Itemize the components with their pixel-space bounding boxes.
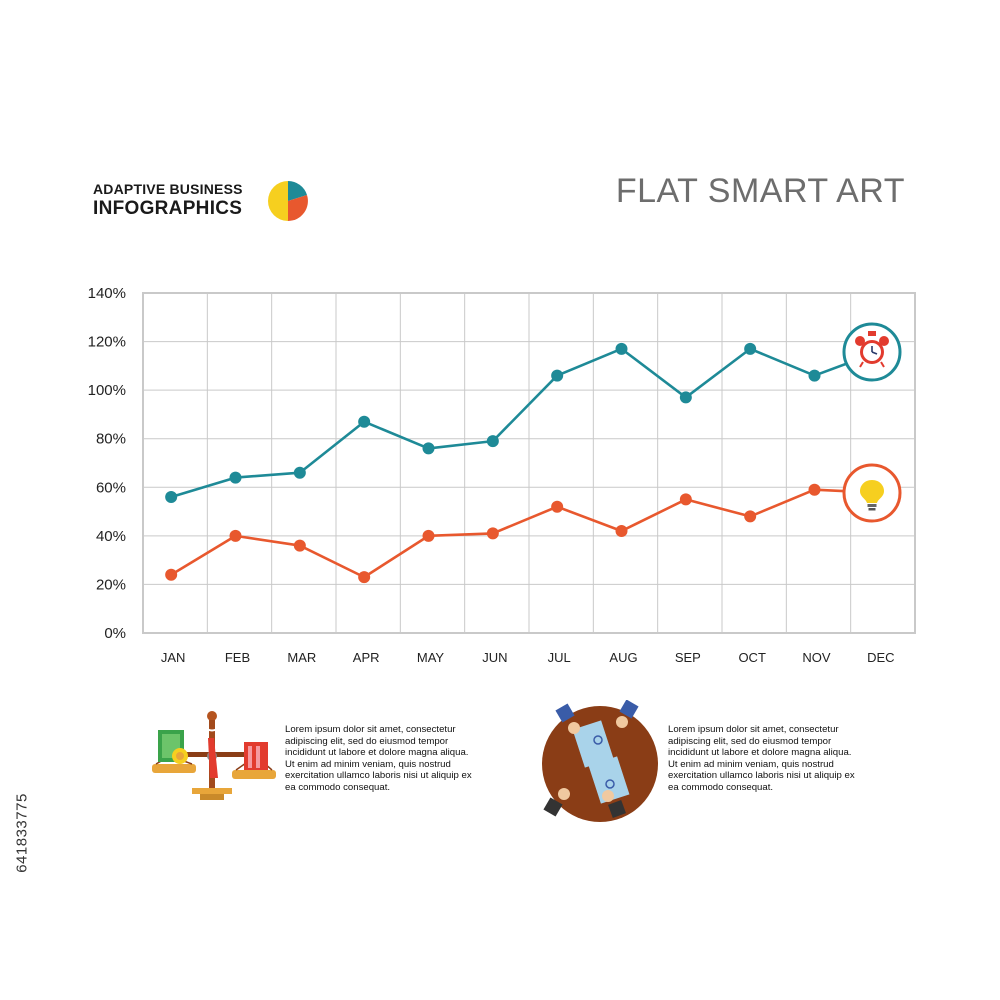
- y-axis-ticks: 0% 20% 40% 60% 80% 100% 120% 140%: [88, 285, 126, 642]
- y-tick-label: 20%: [96, 576, 126, 593]
- alarm-clock-icon: [842, 322, 902, 382]
- business-meeting-icon: [542, 700, 658, 822]
- data-point: [229, 471, 242, 484]
- y-tick-label: 140%: [88, 285, 126, 302]
- x-tick-label: DEC: [867, 650, 894, 665]
- data-point: [486, 435, 499, 448]
- stock-id-text: 641833775: [13, 793, 31, 873]
- data-point: [744, 342, 757, 355]
- x-axis-ticks: JAN FEB MAR APR MAY JUN JUL AUG SEP OCT NOV DEC: [161, 650, 895, 665]
- data-point: [744, 510, 757, 523]
- series-line: [170, 488, 867, 579]
- data-point: [165, 491, 178, 503]
- brand-line2: INFOGRAPHICS: [93, 198, 243, 219]
- y-tick-label: 120%: [88, 334, 126, 351]
- x-tick-label: MAY: [417, 650, 445, 665]
- y-tick-label: 60%: [96, 479, 126, 496]
- series-line: [170, 347, 868, 499]
- data-point: [808, 369, 821, 382]
- x-tick-label: OCT: [738, 650, 766, 665]
- data-point: [229, 529, 242, 542]
- y-tick-label: 0%: [104, 625, 126, 642]
- x-tick-label: JUN: [482, 650, 507, 665]
- series-1: [165, 342, 868, 503]
- brand-block: ADAPTIVE BUSINESS INFOGRAPHICS: [93, 181, 243, 220]
- x-tick-label: JAN: [161, 650, 186, 665]
- data-point: [551, 500, 564, 513]
- series-end-icons: [842, 322, 902, 523]
- data-point: [293, 539, 306, 552]
- x-tick-label: APR: [353, 650, 380, 665]
- y-tick-label: 100%: [88, 382, 126, 399]
- balance-scale-icon: [152, 711, 276, 800]
- brand-line1: ADAPTIVE BUSINESS: [93, 181, 243, 197]
- page-title: FLAT SMART ART: [615, 172, 905, 210]
- series-2: [165, 483, 867, 584]
- x-tick-label: FEB: [225, 650, 250, 665]
- stock-id-watermark: 641833775: [12, 768, 32, 898]
- data-point: [358, 415, 371, 428]
- x-tick-label: NOV: [802, 650, 831, 665]
- note-text-1: Lorem ipsum dolor sit amet, consectetur …: [285, 724, 472, 793]
- data-point: [679, 493, 692, 506]
- x-tick-label: SEP: [675, 650, 701, 665]
- data-point: [422, 529, 435, 542]
- data-point: [551, 369, 564, 382]
- x-tick-label: AUG: [609, 650, 637, 665]
- plot-frame: [142, 292, 916, 634]
- chart-grid: [142, 292, 916, 634]
- data-point: [422, 442, 435, 455]
- data-point: [679, 391, 692, 404]
- data-point: [486, 527, 499, 540]
- x-tick-label: JUL: [548, 650, 571, 665]
- light-bulb-icon: [842, 463, 902, 523]
- data-point: [358, 571, 371, 584]
- y-tick-label: 80%: [96, 431, 126, 448]
- pie-logo-icon: [268, 181, 308, 221]
- note-text-2: Lorem ipsum dolor sit amet, consectetur …: [668, 724, 855, 793]
- y-tick-label: 40%: [96, 528, 126, 545]
- chart-series: [165, 342, 868, 584]
- data-point: [615, 525, 628, 537]
- x-tick-label: MAR: [287, 650, 316, 665]
- data-point: [165, 568, 178, 581]
- data-point: [293, 466, 306, 479]
- data-point: [808, 483, 821, 496]
- data-point: [615, 342, 628, 355]
